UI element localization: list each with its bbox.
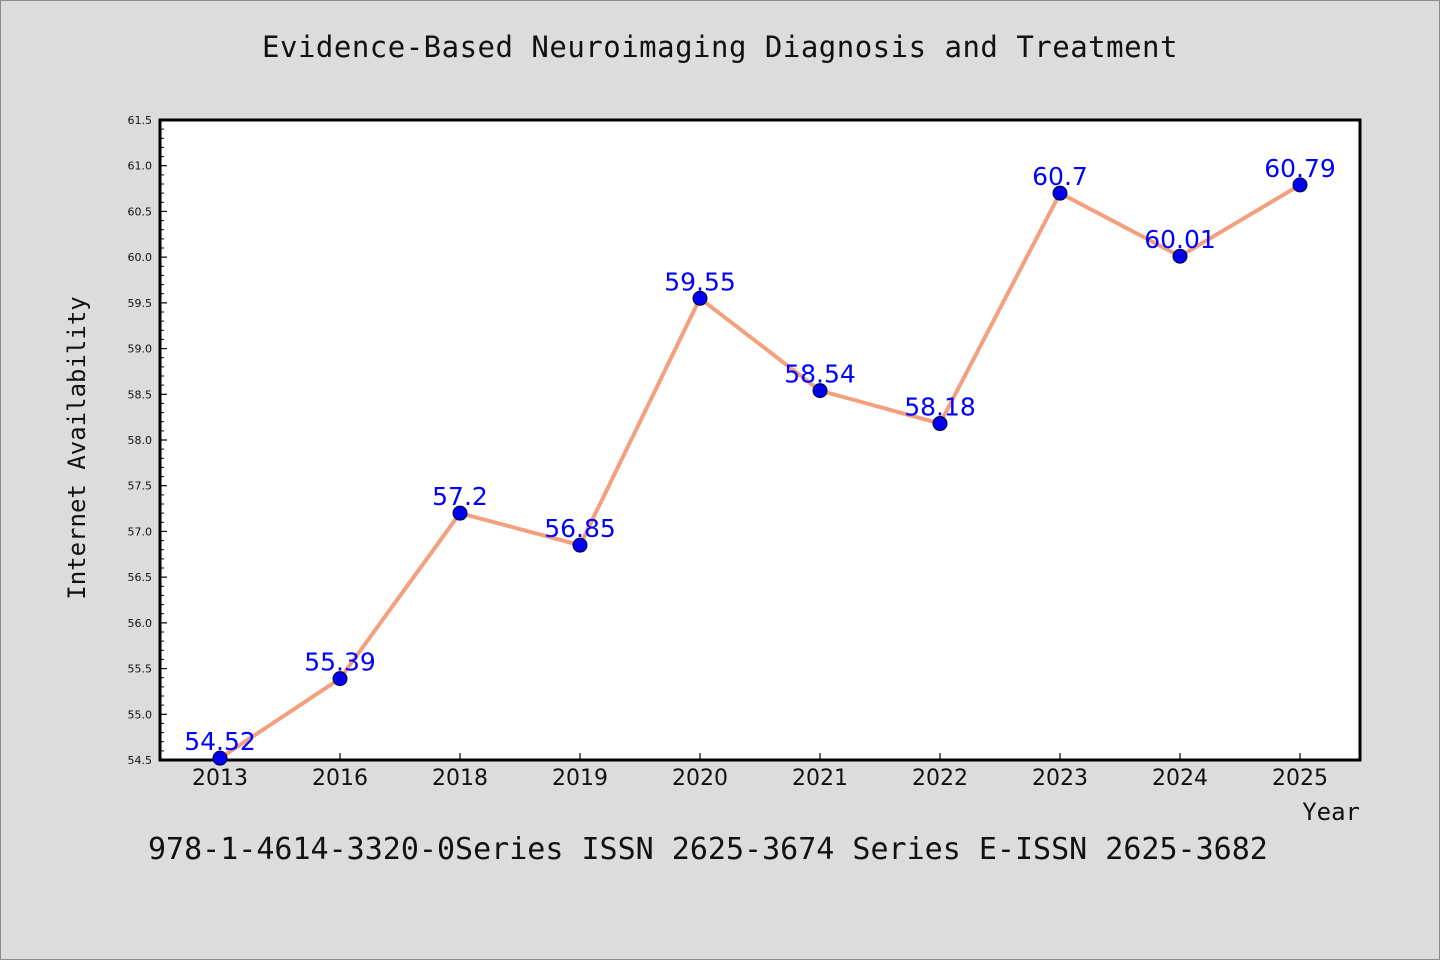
y-tick-label: 58.5 bbox=[128, 388, 153, 401]
x-axis: 2013 2016 2018 2019 2020 2021 2022 2023 2024 2025 bbox=[192, 753, 1328, 791]
y-tick-label: 58.0 bbox=[128, 434, 153, 447]
data-label: 59.55 bbox=[664, 267, 736, 296]
x-tick-label: 2024 bbox=[1152, 766, 1208, 791]
data-label: 57.2 bbox=[432, 482, 488, 511]
y-tick-label: 54.5 bbox=[128, 754, 153, 767]
data-point bbox=[332, 671, 348, 687]
data-label: 60.7 bbox=[1032, 162, 1088, 191]
data-point bbox=[212, 750, 228, 766]
y-tick-label: 60.5 bbox=[128, 205, 153, 218]
data-point bbox=[932, 416, 948, 432]
chart-title: Evidence-Based Neuroimaging Diagnosis an… bbox=[262, 30, 1178, 64]
data-point bbox=[1172, 248, 1188, 264]
x-tick-label: 2013 bbox=[192, 766, 248, 791]
series-line bbox=[218, 183, 1302, 760]
y-tick-label: 60.0 bbox=[128, 251, 153, 264]
data-label: 55.39 bbox=[304, 648, 376, 677]
data-point bbox=[812, 383, 828, 399]
x-tick-label: 2016 bbox=[312, 766, 368, 791]
x-tick-label: 2025 bbox=[1272, 766, 1328, 791]
data-point bbox=[572, 537, 588, 553]
y-tick-label: 57.0 bbox=[128, 525, 153, 538]
data-label: 58.54 bbox=[784, 360, 856, 389]
data-label: 60.01 bbox=[1144, 225, 1216, 254]
x-tick-label: 2021 bbox=[792, 766, 848, 791]
data-label: 58.18 bbox=[904, 393, 976, 422]
y-tick-label: 56.0 bbox=[128, 617, 153, 630]
data-point bbox=[1052, 185, 1068, 201]
y-tick-label: 59.0 bbox=[128, 343, 153, 356]
y-tick-label: 55.5 bbox=[128, 663, 153, 676]
data-label: 60.79 bbox=[1264, 154, 1336, 183]
data-label: 56.85 bbox=[544, 514, 616, 543]
x-tick-label: 2018 bbox=[432, 766, 488, 791]
y-tick-label: 56.5 bbox=[128, 571, 153, 584]
data-label: 54.52 bbox=[184, 727, 256, 756]
y-axis: 54.5 55.0 55.5 56.0 56.5 57.0 57.5 58.0 58.5 59.0… bbox=[128, 114, 167, 767]
x-tick-label: 2023 bbox=[1032, 766, 1088, 791]
data-point bbox=[1292, 177, 1308, 193]
y-tick-label: 57.5 bbox=[128, 480, 153, 493]
y-tick-label: 61.5 bbox=[128, 114, 153, 127]
x-axis-title: Year bbox=[1302, 798, 1360, 826]
y-tick-label: 55.0 bbox=[128, 708, 153, 721]
y-tick-label: 61.0 bbox=[128, 160, 153, 173]
data-markers bbox=[212, 177, 1308, 766]
data-point bbox=[692, 290, 708, 306]
footer-text: 978-1-4614-3320-0Series ISSN 2625-3674 S… bbox=[148, 832, 1268, 867]
data-point bbox=[452, 505, 468, 521]
y-tick-label: 59.5 bbox=[128, 297, 153, 310]
x-tick-label: 2020 bbox=[672, 766, 728, 791]
x-tick-label: 2019 bbox=[552, 766, 608, 791]
y-axis-title: Internet Availability bbox=[63, 296, 91, 599]
data-labels: 54.52 55.39 57.2 56.85 59.55 58.54 58.18 60.7 60… bbox=[184, 154, 1336, 756]
x-tick-label: 2022 bbox=[912, 766, 968, 791]
